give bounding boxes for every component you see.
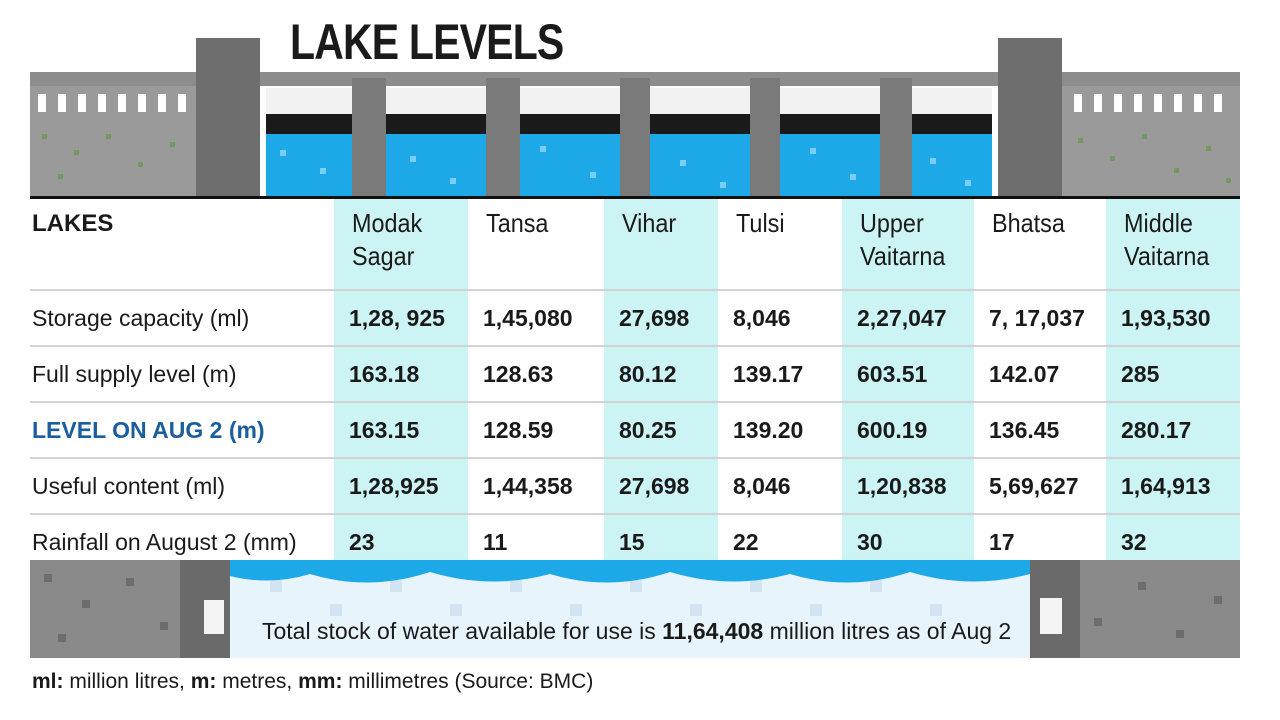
table-cell: 2,27,047: [842, 290, 974, 347]
table-cell: 128.59: [468, 402, 604, 459]
table-cell: 128.63: [468, 346, 604, 403]
row-label: Useful content (ml): [30, 458, 334, 515]
table-cell: 5,69,627: [974, 458, 1106, 515]
units-source-note: ml: million litres, m: metres, mm: milli…: [32, 670, 593, 694]
column-header: Middle Vaitarna: [1106, 196, 1240, 291]
table-cell: 163.18: [334, 346, 468, 403]
table-cell: 8,046: [718, 458, 842, 515]
table-cell: 1,28, 925: [334, 290, 468, 347]
table-row: Full supply level (m) 163.18 128.63 80.1…: [30, 346, 1240, 403]
column-header: Bhatsa: [974, 196, 1106, 291]
pool-checker: [270, 580, 942, 616]
dam-left-wall: [30, 86, 196, 196]
table-cell: 1,20,838: [842, 458, 974, 515]
table-cell: 285: [1106, 346, 1240, 403]
column-header-line1: Upper: [860, 208, 924, 238]
column-header: Upper Vaitarna: [842, 196, 974, 291]
summary-prefix: Total stock of water available for use i…: [262, 618, 656, 644]
table-cell: 142.07: [974, 346, 1106, 403]
lakes-header: LAKES: [30, 196, 334, 291]
ml-definition: million litres,: [69, 670, 185, 693]
table-cell: 1,28,925: [334, 458, 468, 515]
summary-suffix: million litres as of Aug 2: [769, 618, 1012, 644]
table-row-highlight: LEVEL ON AUG 2 (m) 163.15 128.59 80.25 1…: [30, 402, 1240, 459]
column-header-line2: Vaitarna: [860, 241, 946, 271]
table-cell: 80.12: [604, 346, 718, 403]
ml-abbreviation: ml:: [32, 670, 64, 693]
dam-right-tower: [998, 38, 1062, 196]
table-cell: 7, 17,037: [974, 290, 1106, 347]
dam-gates: [266, 88, 992, 196]
m-definition: metres,: [222, 670, 293, 693]
water-pool-illustration: [30, 560, 1240, 658]
dam-railing-left: [38, 94, 186, 112]
column-header: Tansa: [468, 196, 604, 291]
dam-illustration: [30, 38, 1240, 196]
row-label: Storage capacity (ml): [30, 290, 334, 347]
column-header-line1: Bhatsa: [992, 208, 1065, 238]
column-header-line1: Tulsi: [736, 208, 785, 238]
m-abbreviation: m:: [190, 670, 217, 693]
table-cell: 80.25: [604, 402, 718, 459]
table-cell: 1,93,530: [1106, 290, 1240, 347]
column-header-line1: Modak: [352, 208, 423, 238]
pool-wave: [230, 560, 1030, 583]
table-cell: 139.17: [718, 346, 842, 403]
column-header: Tulsi: [718, 196, 842, 291]
dam-left-tower: [196, 38, 260, 196]
table-cell: 1,64,913: [1106, 458, 1240, 515]
column-header-line2: Sagar: [352, 241, 415, 271]
total-stock-summary: Total stock of water available for use i…: [262, 618, 1011, 645]
table-header-row: LAKES Modak Sagar Tansa Vihar Tulsi Upper…: [30, 196, 1240, 291]
column-header-line1: Middle: [1124, 208, 1193, 238]
column-header-line1: Vihar: [622, 208, 677, 238]
table-row: Storage capacity (ml) 1,28, 925 1,45,080…: [30, 290, 1240, 347]
mm-abbreviation: mm:: [298, 670, 343, 693]
dam-piers: [352, 78, 912, 196]
column-header: Modak Sagar: [334, 196, 468, 291]
table-cell: 1,44,358: [468, 458, 604, 515]
table-cell: 163.15: [334, 402, 468, 459]
row-label: Full supply level (m): [30, 346, 334, 403]
table-cell: 27,698: [604, 458, 718, 515]
mm-definition: millimetres (Source: BMC): [348, 670, 594, 693]
dam-wall-texture: [42, 134, 1231, 183]
page-title: LAKE LEVELS: [290, 14, 564, 70]
right-pier-highlight: [1040, 598, 1062, 634]
table-cell: 280.17: [1106, 402, 1240, 459]
table-cell: 1,45,080: [468, 290, 604, 347]
table-cell: 603.51: [842, 346, 974, 403]
column-header-line2: Vaitarna: [1124, 241, 1210, 271]
table-cell: 139.20: [718, 402, 842, 459]
row-label: LEVEL ON AUG 2 (m): [30, 402, 334, 459]
column-header: Vihar: [604, 196, 718, 291]
summary-value: 11,64,408: [662, 618, 764, 644]
water-sparkle: [280, 146, 971, 188]
table-cell: 8,046: [718, 290, 842, 347]
left-pier-highlight: [204, 600, 224, 634]
table-cell: 136.45: [974, 402, 1106, 459]
table-row: Useful content (ml) 1,28,925 1,44,358 27…: [30, 458, 1240, 515]
column-header-line1: Tansa: [486, 208, 549, 238]
dam-right-wall: [1062, 86, 1240, 196]
lake-levels-table: LAKES Modak Sagar Tansa Vihar Tulsi Upper…: [30, 196, 1240, 572]
table-cell: 27,698: [604, 290, 718, 347]
table-cell: 600.19: [842, 402, 974, 459]
dam-railing-right: [1074, 94, 1222, 112]
